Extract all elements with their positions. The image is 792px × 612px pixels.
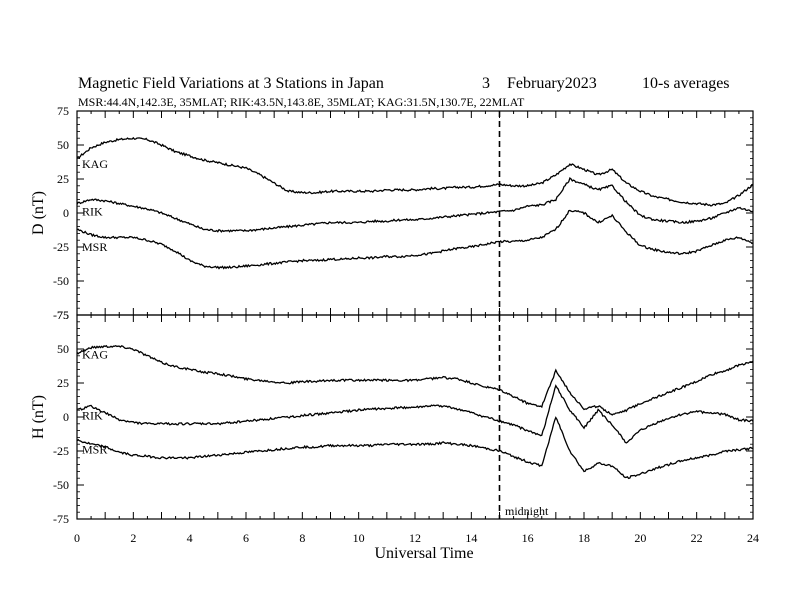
chart-averaging: 10-s averages [642, 75, 730, 92]
h-ytick-label: 0 [63, 410, 69, 424]
h-panel-frame [76, 314, 754, 520]
h-ytick-label: 25 [57, 376, 69, 390]
d-ytick-label: 50 [57, 138, 69, 152]
x-tick-label: 14 [465, 531, 477, 545]
d-station-label-rik: RIK [82, 205, 103, 219]
h-series-rik [76, 384, 754, 444]
midnight-label: midnight [505, 504, 549, 518]
x-tick-label: 0 [74, 531, 80, 545]
chart-title: Magnetic Field Variations at 3 Stations … [78, 75, 384, 92]
h-series-kag [76, 344, 754, 416]
d-series-kag [76, 136, 754, 207]
h-ytick-label: -75 [53, 512, 69, 526]
chart-day: 3 [482, 75, 490, 92]
chart-month-year: February2023 [507, 75, 597, 92]
h-ytick-label: 50 [57, 342, 69, 356]
d-station-label-msr: MSR [82, 240, 107, 254]
d-ytick-label: 25 [57, 172, 69, 186]
x-tick-label: 22 [691, 531, 703, 545]
x-tick-label: 6 [243, 531, 249, 545]
h-series-msr [76, 416, 754, 480]
x-tick-label: 4 [187, 531, 193, 545]
x-tick-label: 10 [353, 531, 365, 545]
d-axis-label: D (nT) [30, 191, 47, 235]
h-axis-label: H (nT) [30, 395, 47, 439]
x-tick-label: 12 [409, 531, 421, 545]
d-ytick-label: 0 [63, 206, 69, 220]
x-tick-label: 20 [634, 531, 646, 545]
x-tick-label: 18 [578, 531, 590, 545]
h-ytick-label: 75 [57, 308, 69, 322]
d-station-label-kag: KAG [82, 157, 108, 171]
h-station-label-rik: RIK [82, 409, 103, 423]
h-station-label-kag: KAG [82, 347, 108, 361]
h-station-label-msr: MSR [82, 443, 107, 457]
d-ytick-label: 75 [57, 104, 69, 118]
x-tick-label: 16 [522, 531, 534, 545]
x-axis-label: Universal Time [374, 545, 473, 562]
d-series-rik [76, 177, 754, 233]
x-tick-label: 2 [130, 531, 136, 545]
d-series-msr [76, 209, 754, 270]
d-ytick-label: -75 [53, 308, 69, 322]
x-tick-label: 8 [299, 531, 305, 545]
d-ytick-label: -50 [53, 274, 69, 288]
h-ytick-label: -25 [53, 444, 69, 458]
chart-subtitle: MSR:44.4N,142.3E, 35MLAT; RIK:43.5N,143.… [78, 95, 525, 109]
x-tick-label: 24 [747, 531, 759, 545]
d-panel-frame [76, 110, 754, 316]
h-ytick-label: -50 [53, 478, 69, 492]
d-ytick-label: -25 [53, 240, 69, 254]
